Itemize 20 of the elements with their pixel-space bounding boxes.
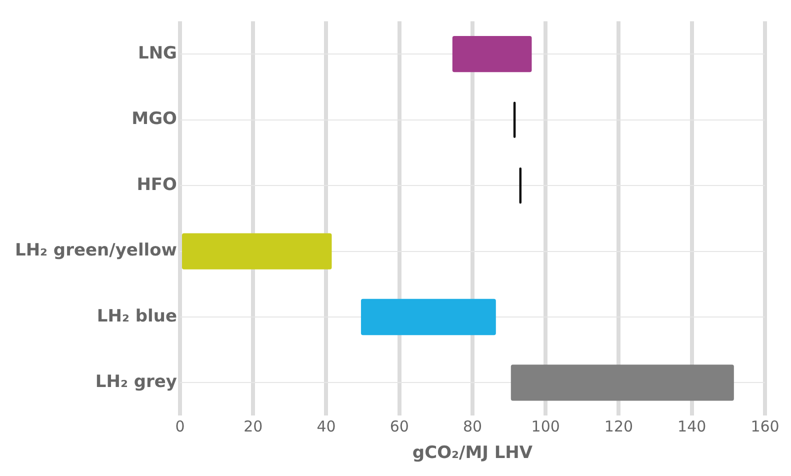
bar [513, 102, 516, 138]
x-tick-label: 40 [316, 417, 336, 436]
bar [360, 298, 496, 336]
y-tick-label: LH₂ green/yellow [15, 240, 178, 261]
y-tick-label: MGO [132, 109, 177, 130]
y-tick-label: LH₂ grey [95, 372, 177, 392]
y-tick-label: LNG [138, 43, 177, 64]
y-tick-label: LH₂ blue [96, 306, 177, 326]
x-tick-label: 80 [462, 417, 482, 436]
x-tick-label: 100 [531, 417, 560, 436]
x-tick-label: 120 [604, 417, 634, 436]
x-tick-label: 0 [175, 417, 185, 436]
y-tick-label: HFO [136, 174, 177, 195]
x-tick-label: 140 [678, 417, 706, 436]
x-tick-label: 160 [750, 417, 780, 436]
bar [510, 364, 734, 401]
x-tick-label: 60 [390, 417, 409, 436]
bar [452, 36, 532, 72]
x-tick-label: 20 [244, 417, 263, 436]
x-axis-title: gCO₂/MJ LHV [412, 443, 534, 464]
